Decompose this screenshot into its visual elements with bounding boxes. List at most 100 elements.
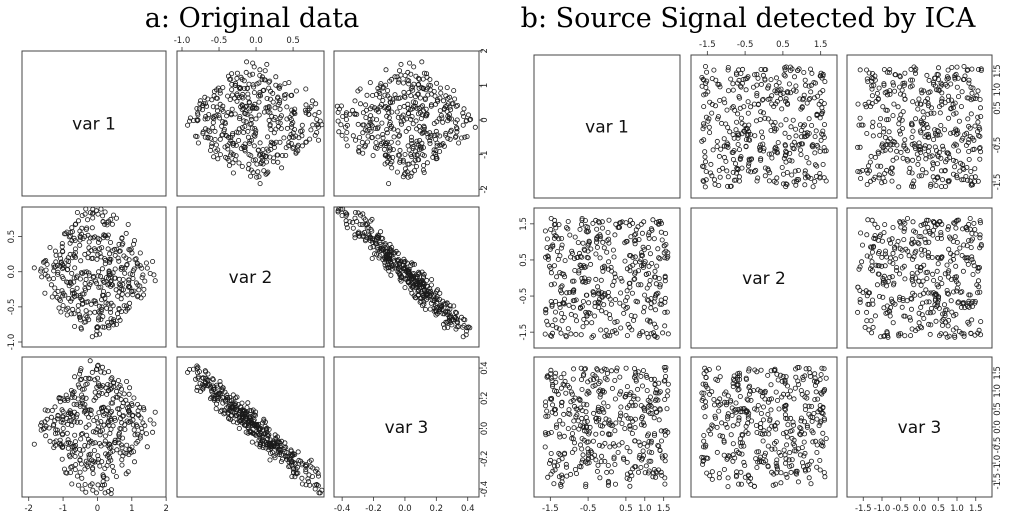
scatter-point [437,85,443,91]
scatter-point [96,315,102,321]
scatter-point [931,110,937,116]
scatter-point [405,101,411,107]
scatter-point [433,136,439,142]
scatter-point [376,88,382,94]
scatter-point [860,242,866,248]
scatter-point [954,250,960,256]
scatter-point [375,124,381,130]
scatter-point [234,91,240,97]
scatter-point [135,412,141,418]
scatter-point [119,236,125,242]
scatter-point [968,245,974,251]
scatter-point [869,124,875,130]
tick-label: 0.5 [286,36,300,46]
scatter-point [356,148,362,154]
scatter-point [114,388,120,394]
scatter-point [133,280,139,286]
scatter-point [347,111,353,117]
scatter-point [200,129,206,135]
scatter-point [103,300,109,306]
scatter-point [65,305,71,311]
scatter-point [969,66,975,72]
scatter-point [782,130,788,136]
scatter-point [802,168,808,174]
scatter-point [211,113,217,119]
scatter-point [855,101,861,107]
scatter-point [212,136,218,142]
scatter-point [263,105,269,111]
tick-label: 0.2 [430,504,444,514]
scatter-point [363,107,369,113]
scatter-point [266,117,272,123]
scatter-point [886,129,892,135]
scatter-point [270,438,276,444]
scatter-point [552,317,558,323]
scatter-point [855,309,861,315]
scatter-point [360,110,366,116]
scatter-point [864,232,870,238]
scatter-point [791,396,797,402]
scatter-point [952,234,958,240]
scatter-point [812,179,818,185]
scatter-point [952,164,958,170]
scatter-point [98,284,104,290]
scatter-point [708,161,714,167]
scatter-point [919,252,925,258]
scatter-point [902,226,908,232]
scatter-point [702,149,708,155]
scatter-point [795,479,801,485]
scatter-point [408,134,414,140]
scatter-point [396,96,402,102]
scatter-point [772,446,778,452]
scatter-point [260,88,266,94]
scatter-point [210,120,216,126]
scatter-point [209,97,215,103]
scatter-point [427,135,433,141]
scatter-point [902,276,908,282]
scatter-point [880,175,886,181]
scatter-point [444,300,450,306]
scatter-point [752,133,758,139]
scatter-point [384,248,390,254]
scatter-point [946,246,952,252]
scatter-point [375,134,381,140]
scatter-point [389,124,395,130]
scatter-point [775,140,781,146]
scatter-point [84,432,90,438]
scatter-point [306,111,312,117]
scatter-point [116,434,122,440]
scatter-point [73,414,79,420]
scatter-point [68,387,74,393]
scatter-point [408,286,414,292]
scatter-point [403,116,409,122]
scatter-point [60,293,66,299]
scatter-point [234,98,240,104]
scatter-point [662,323,668,329]
scatter-point [959,252,965,258]
scatter-point [868,318,874,324]
scatter-point [79,297,85,303]
scatter-point [405,105,411,111]
tick-label: -2 [24,504,32,514]
scatter-point [77,377,83,383]
scatter-point [864,181,870,187]
scatter-point [428,102,434,108]
scatter-point [658,428,664,434]
scatter-point [131,241,137,247]
scatter-point [567,232,573,238]
scatter-point [226,157,232,163]
scatter-point [396,68,402,74]
scatter-point [639,230,645,236]
scatter-point [730,156,736,162]
panel-b-cell-r1-c3 [846,54,993,199]
scatter-point [283,152,289,158]
scatter-point [92,389,98,395]
scatter-point [909,134,915,140]
scatter-point [716,475,722,481]
scatter-point [406,90,412,96]
panel-a-cell-r3-c1 [21,356,167,498]
scatter-point [94,426,100,432]
scatter-point [424,111,430,117]
scatter-point [738,115,744,121]
scatter-point [436,116,442,122]
